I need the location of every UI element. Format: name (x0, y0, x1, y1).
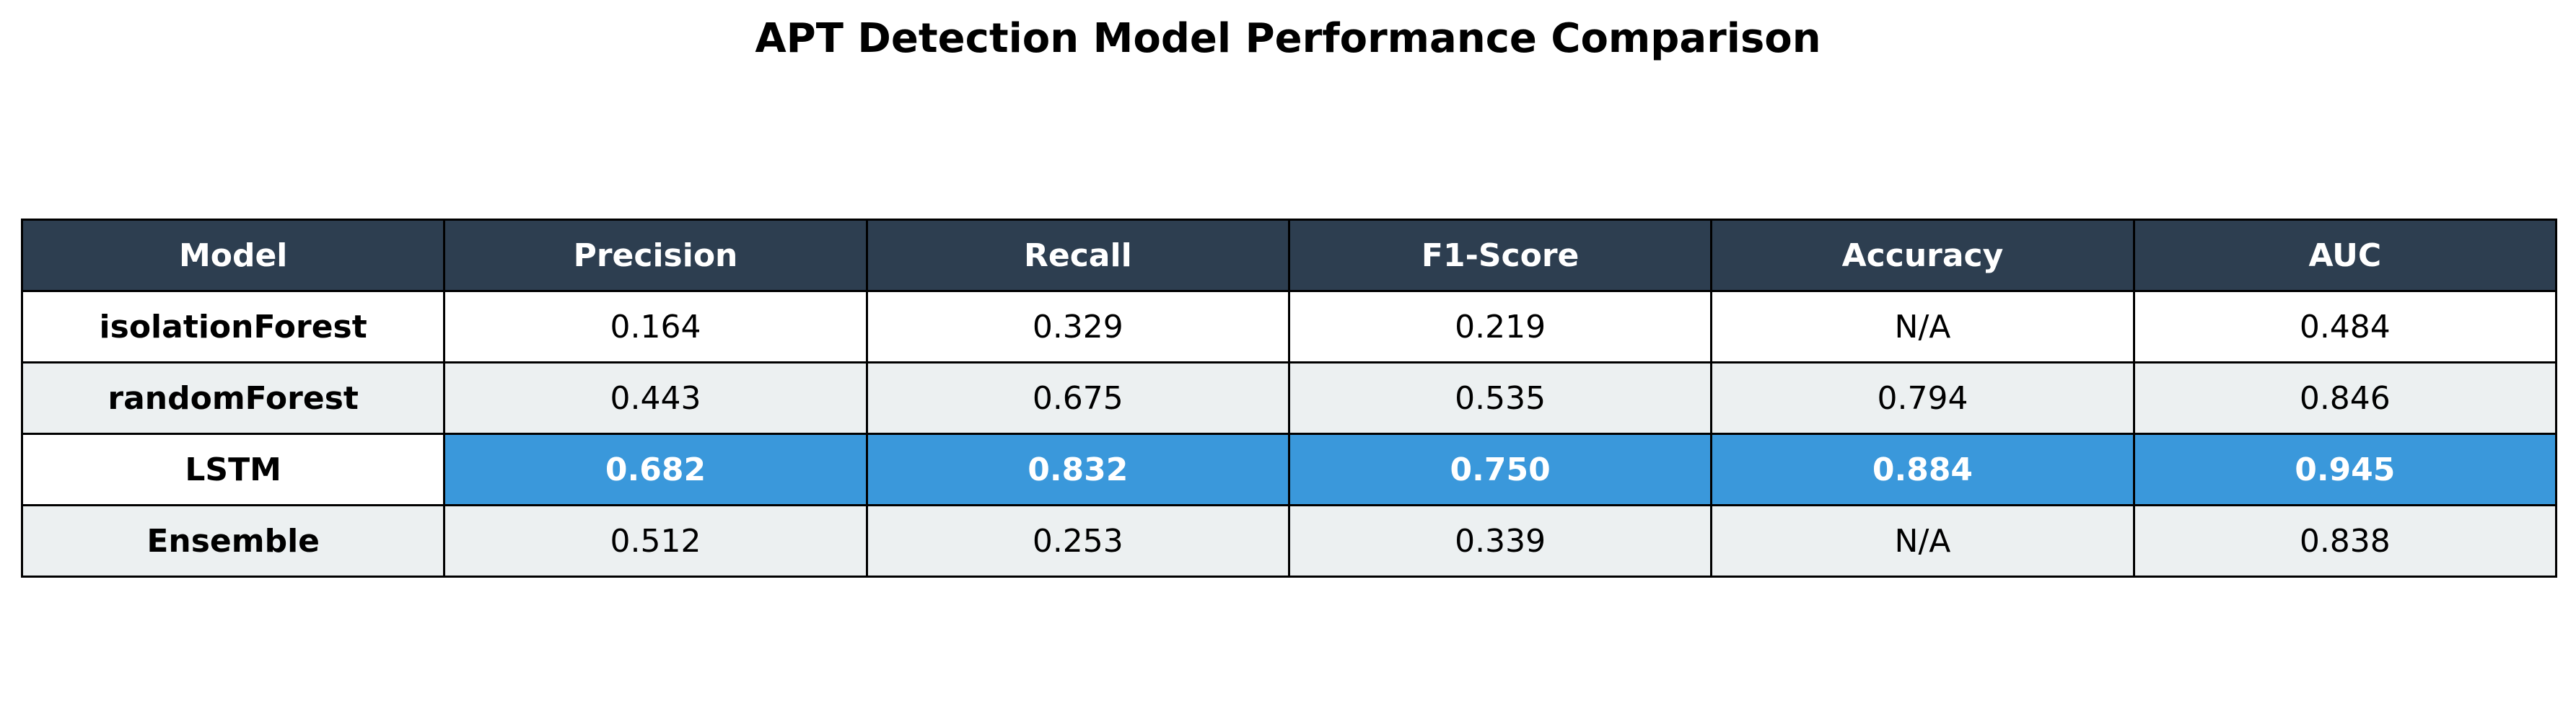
accuracy-cell: N/A (1710, 290, 2135, 363)
model-name-cell: LSTM (20, 433, 446, 506)
f1-score-cell: 0.535 (1287, 361, 1713, 435)
recall-cell: 0.329 (865, 290, 1290, 363)
f1-score-cell: 0.750 (1287, 433, 1713, 506)
recall-cell: 0.253 (865, 504, 1290, 578)
recall-cell: 0.675 (865, 361, 1290, 435)
header-cell-model: Model (20, 219, 446, 292)
recall-cell: 0.832 (865, 433, 1290, 506)
model-name-cell: randomForest (20, 361, 446, 435)
table-header: Model Precision Recall F1-Score Accuracy… (20, 219, 2558, 292)
precision-cell: 0.443 (443, 361, 868, 435)
header-cell-recall: Recall (865, 219, 1290, 292)
f1-score-cell: 0.339 (1287, 504, 1713, 578)
model-name-cell: isolationForest (20, 290, 446, 363)
precision-cell: 0.164 (443, 290, 868, 363)
header-row: Model Precision Recall F1-Score Accuracy… (20, 219, 2558, 292)
precision-cell: 0.512 (443, 504, 868, 578)
table-row: LSTM 0.682 0.832 0.750 0.884 0.945 (20, 433, 2558, 506)
auc-cell: 0.838 (2132, 504, 2558, 578)
auc-cell: 0.945 (2132, 433, 2558, 506)
table-body: isolationForest 0.164 0.329 0.219 N/A 0.… (20, 290, 2558, 578)
chart-title: APT Detection Model Performance Comparis… (755, 15, 1821, 62)
auc-cell: 0.846 (2132, 361, 2558, 435)
precision-cell: 0.682 (443, 433, 868, 506)
accuracy-cell: 0.794 (1710, 361, 2135, 435)
table-row: isolationForest 0.164 0.329 0.219 N/A 0.… (20, 290, 2558, 363)
performance-table: Model Precision Recall F1-Score Accuracy… (20, 219, 2558, 578)
accuracy-cell: N/A (1710, 504, 2135, 578)
header-cell-precision: Precision (443, 219, 868, 292)
header-cell-f1-score: F1-Score (1287, 219, 1713, 292)
auc-cell: 0.484 (2132, 290, 2558, 363)
header-cell-accuracy: Accuracy (1710, 219, 2135, 292)
header-cell-auc: AUC (2132, 219, 2558, 292)
table-row: Ensemble 0.512 0.253 0.339 N/A 0.838 (20, 504, 2558, 578)
f1-score-cell: 0.219 (1287, 290, 1713, 363)
accuracy-cell: 0.884 (1710, 433, 2135, 506)
model-name-cell: Ensemble (20, 504, 446, 578)
table-row: randomForest 0.443 0.675 0.535 0.794 0.8… (20, 361, 2558, 435)
